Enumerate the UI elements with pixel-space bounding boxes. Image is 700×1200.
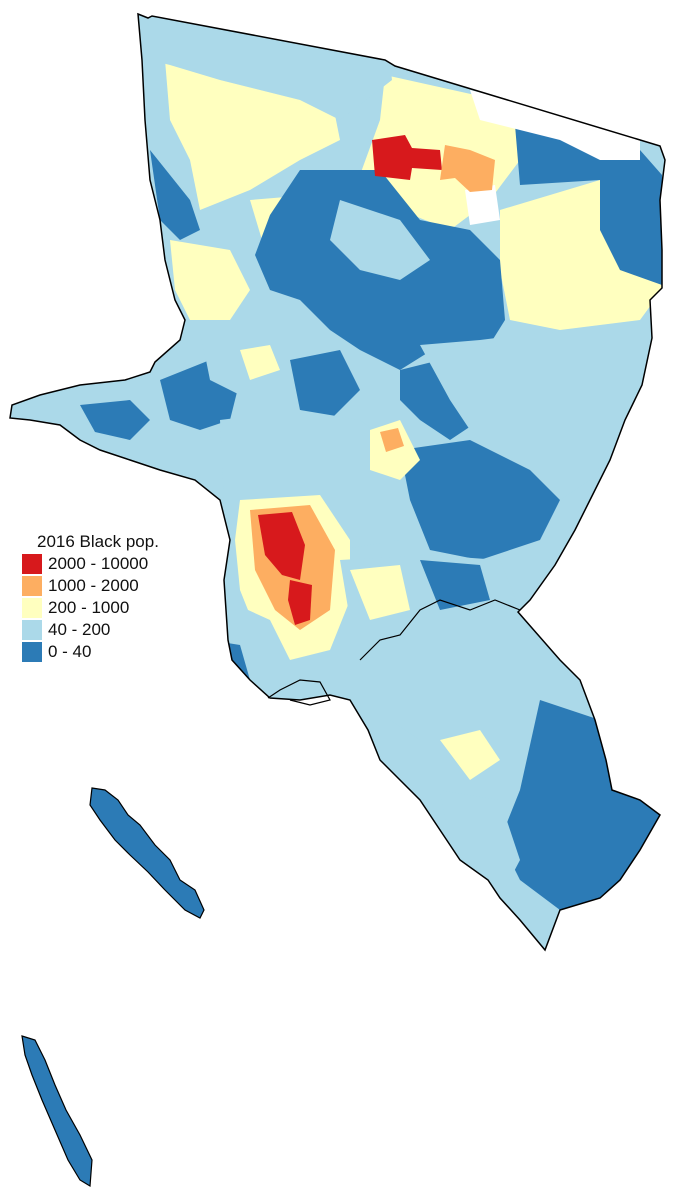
legend-label: 2000 - 10000 <box>48 554 149 573</box>
legend-item-200-1000: 200 - 1000 <box>22 597 159 619</box>
san-clemente-island <box>21 1035 93 1188</box>
legend-swatch <box>22 554 42 574</box>
region-south-la-core <box>258 512 305 580</box>
catalina-island <box>89 787 205 919</box>
legend-swatch <box>22 598 42 618</box>
region-west-ridge <box>150 150 200 240</box>
legend-item-40-200: 40 - 200 <box>22 619 159 641</box>
region-east-hills <box>500 700 660 910</box>
census-tract-regions <box>10 18 662 910</box>
region-south-east-light <box>440 790 520 898</box>
region-gateway-dark <box>420 560 490 610</box>
legend-item-1000-2000: 1000 - 2000 <box>22 575 159 597</box>
legend-item-0-40: 0 - 40 <box>22 641 159 663</box>
region-santa-clarita <box>330 200 430 280</box>
region-altadena <box>380 428 404 452</box>
region-lancaster-high <box>372 135 442 180</box>
region-top-strip <box>148 18 392 120</box>
region-palmdale-mid <box>440 145 495 192</box>
legend-label: 200 - 1000 <box>48 598 130 617</box>
region-south-bay <box>226 600 300 700</box>
region-san-gabriel-valley <box>400 440 560 560</box>
legend-item-2000-10000: 2000 - 10000 <box>22 553 159 575</box>
region-east-mountains <box>420 330 650 500</box>
mainland-county <box>9 12 666 952</box>
region-west-foothills <box>170 240 250 320</box>
region-compton-core <box>288 580 312 625</box>
region-long-beach-yellow <box>440 730 500 780</box>
region-gateway-yellow <box>350 565 410 620</box>
region-sfv-patch-3 <box>290 350 360 420</box>
legend-label: 40 - 200 <box>48 620 111 639</box>
legend-swatch <box>22 620 42 640</box>
legend-label: 0 - 40 <box>48 642 92 661</box>
region-malibu-inland <box>80 400 150 440</box>
legend-swatch <box>22 642 42 662</box>
orange-county-border <box>359 599 521 661</box>
legend-swatch <box>22 576 42 596</box>
map-legend: 2016 Black pop. 2000 - 10000 1000 - 2000… <box>22 531 159 663</box>
mainland-outline <box>9 12 666 952</box>
legend-title: 2016 Black pop. <box>37 532 159 551</box>
port-outline <box>267 679 331 706</box>
legend-label: 1000 - 2000 <box>48 576 139 595</box>
region-no-data-north-1 <box>470 90 640 160</box>
region-north-east-dark <box>515 125 662 285</box>
region-sfv-patch-2 <box>240 345 280 380</box>
region-no-data-north-2 <box>465 185 500 225</box>
region-malibu-coast <box>10 380 160 460</box>
